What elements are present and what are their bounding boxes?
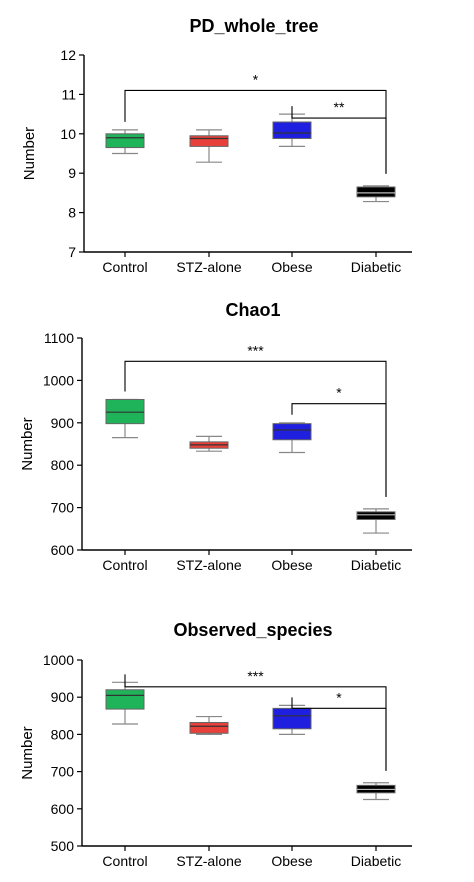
y-tick-label: 12	[60, 47, 76, 63]
significance-bracket-1: ***	[124, 342, 387, 497]
box-diabetic	[356, 185, 396, 203]
x-tick-label: Diabetic	[351, 853, 402, 869]
x-tick-label: Control	[102, 853, 147, 869]
bracket-line	[291, 403, 387, 497]
y-axis-label: Number	[19, 726, 36, 779]
y-axis-label: Number	[21, 127, 38, 180]
significance-bracket-1: ***	[124, 668, 387, 771]
box-obese	[272, 704, 312, 736]
y-tick-label: 8	[68, 205, 76, 221]
box-body	[356, 511, 396, 520]
box-body	[272, 707, 312, 730]
chart-panel-2: Chao1 Number 600 700 800 900 1000 1100 Control ST…	[19, 300, 412, 573]
significance-label: **	[334, 99, 345, 115]
box-diabetic	[356, 508, 396, 534]
chart-title: Observed_species	[173, 620, 332, 640]
box-control	[105, 681, 145, 725]
y-tick-label: 900	[51, 415, 75, 431]
chart-title: PD_whole_tree	[189, 16, 318, 36]
y-tick-label: 700	[51, 500, 75, 516]
bracket-line	[124, 89, 387, 174]
box-body	[356, 186, 396, 198]
box-body	[105, 398, 145, 425]
significance-label: ***	[247, 668, 264, 684]
significance-bracket-2: *	[291, 385, 387, 497]
significance-label: *	[253, 71, 259, 87]
bracket-line	[124, 360, 387, 497]
box-stz-alone	[189, 715, 229, 736]
y-tick-label: 11	[61, 86, 76, 102]
significance-bracket-2: *	[291, 689, 387, 771]
box-body	[105, 689, 145, 710]
box-body	[189, 135, 229, 147]
x-tick-label: STZ-alone	[176, 853, 242, 869]
bracket-line	[291, 697, 387, 771]
chart-panel-3: Observed_species Number 500 600 700 800 900 100…	[19, 620, 412, 869]
box-control	[105, 398, 145, 439]
chart-panel-1: PD_whole_tree Number 7 8 9 10 11 12 Control STZ-a…	[21, 16, 412, 275]
y-tick-label: 800	[51, 726, 75, 742]
y-tick-label: 1000	[43, 372, 74, 388]
y-tick-label: 900	[51, 689, 75, 705]
y-tick-label: 1000	[43, 652, 74, 668]
y-axis-label: Number	[19, 417, 36, 470]
bracket-line	[291, 106, 387, 174]
x-tick-label: Control	[102, 557, 147, 573]
x-tick-label: Obese	[271, 259, 312, 275]
box-stz-alone	[189, 435, 229, 452]
significance-label: *	[336, 385, 342, 401]
x-tick-label: Obese	[271, 557, 312, 573]
significance-label: *	[336, 689, 342, 705]
y-tick-label: 7	[68, 244, 76, 260]
y-tick-label: 1100	[44, 330, 74, 346]
box-obese	[272, 113, 312, 148]
significance-bracket-2: **	[291, 99, 387, 174]
box-body	[189, 721, 229, 734]
y-tick-label: 9	[68, 165, 76, 181]
bracket-line	[124, 674, 387, 771]
y-tick-label: 700	[51, 764, 75, 780]
y-tick-label: 800	[51, 457, 75, 473]
box-diabetic	[356, 782, 396, 801]
chart-title: Chao1	[225, 300, 280, 320]
x-tick-label: STZ-alone	[176, 557, 242, 573]
box-body	[272, 423, 312, 441]
y-tick-label: 500	[51, 838, 75, 854]
box-body	[105, 133, 145, 149]
y-tick-label: 600	[51, 542, 75, 558]
box-body	[272, 121, 312, 140]
box-obese	[272, 422, 312, 454]
y-tick-label: 10	[60, 126, 76, 142]
x-tick-label: STZ-alone	[176, 259, 242, 275]
box-control	[105, 129, 145, 155]
significance-bracket-1: *	[124, 71, 387, 174]
x-tick-label: Control	[102, 259, 147, 275]
box-stz-alone	[189, 129, 229, 163]
y-tick-label: 600	[51, 801, 75, 817]
x-tick-label: Diabetic	[351, 557, 402, 573]
x-tick-label: Obese	[271, 853, 312, 869]
x-tick-label: Diabetic	[351, 259, 402, 275]
significance-label: ***	[247, 342, 264, 358]
